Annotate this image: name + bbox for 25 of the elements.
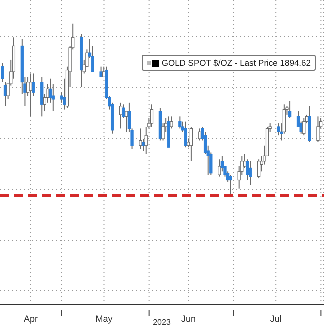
candlestick [150, 104, 154, 128]
candlestick [249, 160, 252, 186]
candlestick [139, 128, 142, 150]
candlestick [184, 121, 188, 148]
candlestick [40, 76, 44, 118]
candlestick [229, 174, 232, 196]
candlestick [102, 66, 106, 78]
candlestick [302, 118, 306, 136]
candlestick [316, 116, 320, 143]
candlestick [100, 66, 103, 78]
candlestick [218, 159, 222, 178]
candlestick [170, 116, 174, 130]
candlestick [178, 116, 182, 130]
x-axis-title: 2023 [153, 318, 172, 325]
candlestick [288, 100, 292, 119]
candlestick [277, 123, 280, 136]
candlestick [142, 138, 146, 152]
x-tick-label: Jul [270, 314, 282, 324]
text: GOLD SPOT $/OZ - Last Price 1894.62 [160, 58, 311, 68]
x-tick-label: May [96, 314, 114, 324]
candlestick [1, 62, 4, 83]
x-tick-label: Jun [182, 314, 196, 324]
candlestick [190, 126, 194, 162]
candlestick [257, 159, 261, 180]
x-tick-label: Apr [24, 314, 38, 324]
